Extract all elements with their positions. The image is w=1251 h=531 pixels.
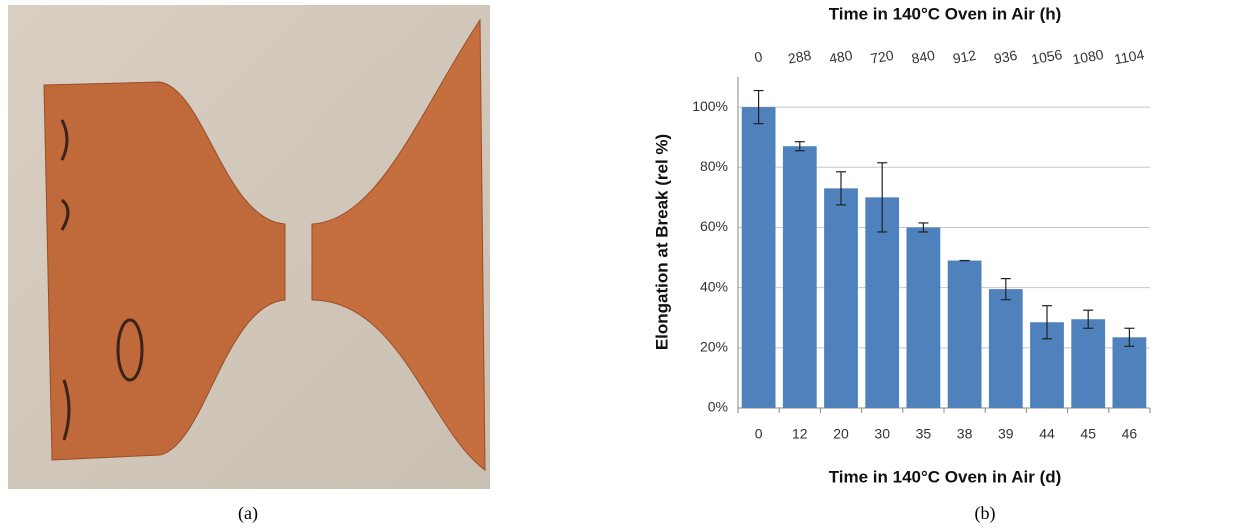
- bar: [782, 146, 817, 408]
- y-tick-label: 40%: [700, 278, 728, 294]
- top-tick-label: 480: [828, 47, 854, 67]
- y-axis-title: Elongation at Break (rel %): [652, 134, 671, 350]
- y-tick-label: 60%: [700, 218, 728, 234]
- x-tick-label: 12: [792, 426, 808, 442]
- x-tick-label: 45: [1080, 426, 1096, 442]
- top-tick-label: 720: [869, 47, 895, 67]
- top-axis-title: Time in 140°C Oven in Air (h): [829, 4, 1062, 23]
- top-tick-label: 0: [753, 48, 764, 65]
- x-tick-label: 44: [1039, 426, 1055, 442]
- y-tick-label: 80%: [700, 158, 728, 174]
- x-tick-label: 39: [998, 426, 1014, 442]
- x-tick-label: 35: [916, 426, 932, 442]
- bar: [906, 227, 941, 408]
- bar: [741, 107, 776, 408]
- top-tick-label: 840: [910, 47, 936, 67]
- top-tick-label: 1056: [1030, 46, 1064, 67]
- top-tick-label: 1080: [1071, 46, 1105, 67]
- x-tick-label: 20: [833, 426, 849, 442]
- y-tick-label: 20%: [700, 339, 728, 355]
- bar: [947, 260, 982, 408]
- y-tick-label: 0%: [708, 399, 728, 415]
- x-tick-label: 38: [957, 426, 973, 442]
- x-tick-label: 0: [755, 426, 763, 442]
- x-axis-title: Time in 140°C Oven in Air (d): [829, 467, 1062, 486]
- photo: [8, 5, 490, 489]
- bar: [1071, 319, 1106, 408]
- x-tick-label: 46: [1122, 426, 1138, 442]
- top-tick-label: 912: [951, 47, 977, 67]
- bar: [1112, 337, 1147, 408]
- y-tick-label: 100%: [692, 98, 728, 114]
- bar: [988, 289, 1023, 408]
- x-tick-label: 30: [874, 426, 890, 442]
- bar: [824, 188, 858, 408]
- panel-label: (b): [975, 503, 996, 524]
- panel-label: (a): [238, 503, 258, 524]
- top-tick-label: 288: [787, 47, 813, 67]
- top-tick-label: 936: [993, 47, 1019, 67]
- top-tick-label: 1104: [1113, 46, 1146, 67]
